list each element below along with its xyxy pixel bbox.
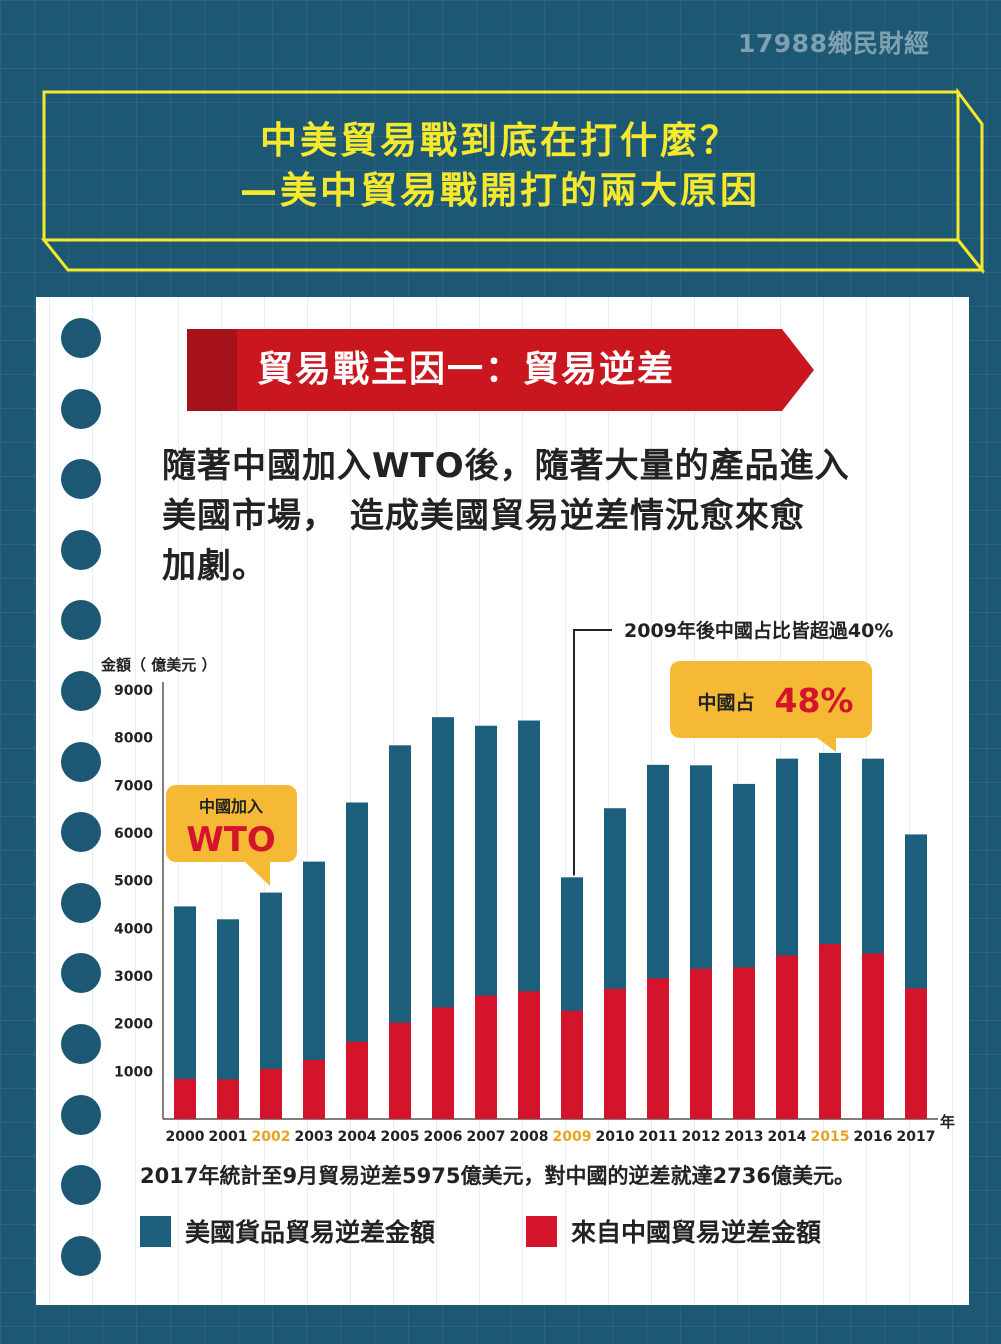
- y-tick-label: 4000: [114, 921, 153, 937]
- y-tick-label: 9000: [114, 683, 153, 699]
- banner-shape: [187, 329, 814, 411]
- bar-china-2012: [690, 968, 712, 1119]
- binder-hole: [61, 318, 101, 358]
- y-tick-label: 7000: [114, 778, 153, 794]
- wto-callout-box: [166, 785, 297, 862]
- x-tick-label: 2003: [295, 1129, 334, 1145]
- binder-hole: [61, 1235, 101, 1276]
- binder-hole: [61, 459, 101, 500]
- binder-hole: [61, 882, 101, 923]
- x-tick-label: 2011: [639, 1129, 678, 1145]
- binder-hole: [61, 1024, 101, 1064]
- binder-hole: [61, 812, 101, 853]
- section-banner: [187, 329, 814, 411]
- intro-paragraph: 隨著中國加入WTO後，隨著大量的產品進入 美國市場， 造成美國貿易逆差情況愈來愈…: [162, 441, 922, 591]
- bar-china-2015: [819, 944, 841, 1119]
- bar-us-2002: [260, 892, 282, 1119]
- bar-china-2014: [776, 955, 798, 1119]
- y-tick-label: 5000: [114, 874, 153, 890]
- intro-line-1: 隨著中國加入WTO後，隨著大量的產品進入: [162, 446, 850, 486]
- bar-china-2016: [862, 953, 884, 1119]
- wto-callout-big: WTO: [186, 820, 276, 860]
- binder-hole: [61, 1165, 101, 1206]
- bar-china-2010: [604, 988, 626, 1119]
- x-tick-label: 2015: [811, 1129, 850, 1145]
- bar-china-2005: [389, 1022, 411, 1119]
- x-axis-title: 年: [940, 1113, 955, 1131]
- bar-us-2000: [174, 906, 196, 1119]
- bar-china-2017: [905, 988, 927, 1119]
- bar-china-2009: [561, 1010, 583, 1119]
- legend-label-us: 美國貨品貿易逆差金額: [185, 1218, 436, 1247]
- binder-hole: [61, 953, 101, 994]
- x-tick-label: 2010: [596, 1129, 635, 1145]
- bar-china-2001: [217, 1079, 239, 1119]
- chart-footnote: 2017年統計至9月貿易逆差5975億美元，對中國的逆差就達2736億美元。: [140, 1164, 855, 1188]
- bar-china-2003: [303, 1059, 325, 1119]
- title-line-2: —美中貿易戰開打的兩大原因: [240, 169, 760, 212]
- x-tick-label: 2009: [553, 1129, 592, 1145]
- title-frame-front: [42, 90, 960, 242]
- share-callout-box: [670, 661, 872, 738]
- legend-label-china: 來自中國貿易逆差金額: [571, 1218, 822, 1247]
- bar-china-2011: [647, 978, 669, 1119]
- y-tick-label: 8000: [114, 731, 153, 747]
- x-tick-label: 2017: [897, 1129, 936, 1145]
- note-2009-text: 2009年後中國占比皆超過40%: [624, 619, 893, 642]
- wto-callout-small: 中國加入: [199, 797, 263, 816]
- banner-title: 貿易戰主因一：貿易逆差: [257, 349, 676, 390]
- title-frame: [40, 87, 986, 275]
- x-tick-label: 2004: [338, 1129, 377, 1145]
- intro-line-2: 美國市場， 造成美國貿易逆差情況愈來愈: [162, 496, 805, 536]
- binder-hole: [61, 529, 101, 570]
- title-line-1: 中美貿易戰到底在打什麼？: [260, 119, 740, 162]
- bar-china-2006: [432, 1007, 454, 1119]
- x-tick-label: 2013: [725, 1129, 764, 1145]
- y-tick-label: 6000: [114, 826, 153, 842]
- legend-swatch-china: [526, 1215, 557, 1247]
- x-tick-label: 2016: [854, 1129, 893, 1145]
- x-tick-label: 2001: [209, 1129, 248, 1145]
- title-block: 中美貿易戰到底在打什麼？ —美中貿易戰開打的兩大原因: [44, 92, 956, 240]
- x-tick-label: 2000: [166, 1129, 205, 1145]
- binder-hole: [61, 671, 101, 711]
- share-callout-value: 48%: [775, 681, 854, 720]
- bar-us-2001: [217, 919, 239, 1119]
- x-tick-label: 2005: [381, 1129, 420, 1145]
- binder-hole: [61, 1094, 101, 1135]
- bar-china-2008: [518, 991, 540, 1119]
- legend-swatch-us: [140, 1215, 171, 1247]
- y-tick-label: 2000: [114, 1017, 153, 1033]
- y-axis-title: 金額（ 億美元 ）: [100, 656, 216, 674]
- wto-callout-pointer: [244, 861, 270, 886]
- bar-us-2004: [346, 802, 368, 1119]
- banner-dark-edge: [187, 329, 237, 411]
- bar-us-2003: [303, 861, 325, 1119]
- x-tick-label: 2002: [252, 1129, 291, 1145]
- bar-china-2000: [174, 1078, 196, 1119]
- bar-china-2007: [475, 995, 497, 1119]
- x-tick-label: 2007: [467, 1129, 506, 1145]
- y-tick-label: 1000: [114, 1064, 153, 1080]
- y-tick-label: 3000: [114, 969, 153, 985]
- note-2009-leader: [573, 629, 612, 876]
- legend-item-us: 美國貨品貿易逆差金額: [140, 1213, 435, 1249]
- binder-hole: [61, 600, 101, 641]
- share-callout-pointer: [816, 737, 836, 752]
- binder-hole: [61, 388, 101, 429]
- bar-china-2004: [346, 1041, 368, 1119]
- legend-item-china: 來自中國貿易逆差金額: [526, 1213, 821, 1249]
- share-callout-label: 中國占: [697, 691, 754, 714]
- binder-hole: [61, 741, 101, 782]
- x-tick-label: 2006: [424, 1129, 463, 1145]
- bar-china-2002: [260, 1068, 282, 1119]
- brand-label: 17988鄉民財經: [738, 29, 930, 58]
- x-tick-label: 2008: [510, 1129, 549, 1145]
- bar-china-2013: [733, 967, 755, 1119]
- intro-line-3: 加劇。: [162, 546, 267, 586]
- x-tick-label: 2014: [768, 1129, 807, 1145]
- x-tick-label: 2012: [682, 1129, 721, 1145]
